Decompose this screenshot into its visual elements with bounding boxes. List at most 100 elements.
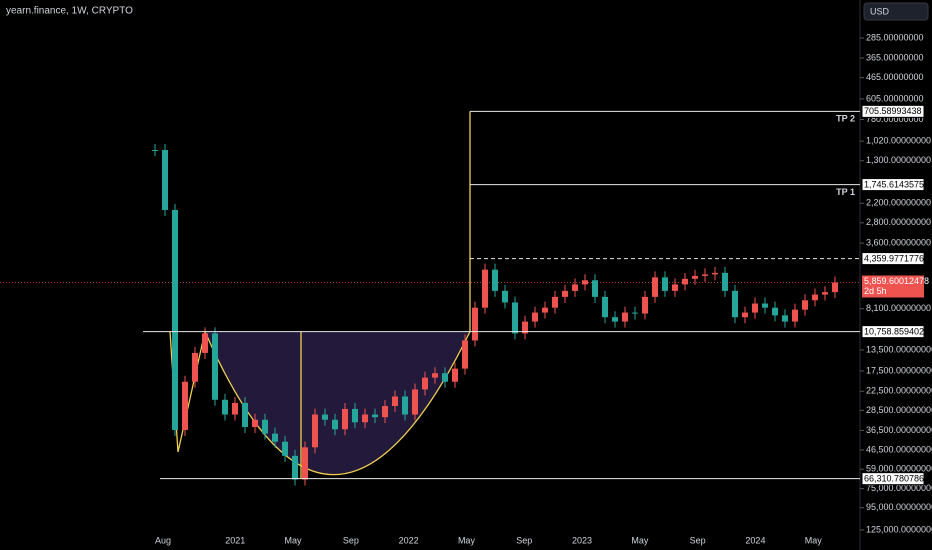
x-tick-label: May (631, 535, 649, 545)
candle-body (312, 414, 318, 448)
countdown: 2d 5h (864, 286, 887, 296)
y-tick-label: 2,800.00000000 (866, 217, 931, 227)
last-price-box (862, 275, 924, 298)
candle-body (232, 402, 238, 415)
candle-body (512, 302, 518, 334)
candle-body (322, 414, 328, 420)
candle-body (212, 333, 218, 400)
level-label-box (861, 178, 925, 192)
level-label-box (861, 325, 925, 339)
level-label: 10,758.85940299 (864, 327, 932, 337)
candle-body (452, 368, 458, 382)
y-tick-label: 125,000.00000000 (866, 524, 932, 534)
candle-body (242, 402, 248, 427)
candle-body (832, 282, 838, 293)
currency-label[interactable]: USD (870, 6, 890, 16)
y-tick-label: 8,100.00000000 (866, 303, 931, 313)
candle-body (402, 396, 408, 415)
candle-body (792, 309, 798, 322)
candle-body (822, 292, 828, 295)
level-annotation: TP 2 (836, 114, 855, 124)
candle-body (252, 419, 258, 427)
candle-body (572, 284, 578, 291)
x-tick-label: 2021 (225, 535, 245, 545)
candle-body (692, 275, 698, 279)
candle-body (592, 280, 598, 297)
x-tick-label: May (458, 535, 476, 545)
candle-body (522, 321, 528, 334)
y-tick-label: 13,500.00000000 (866, 344, 932, 354)
candle-body (632, 312, 638, 314)
candle-body (502, 290, 508, 303)
level-label-box (861, 104, 925, 118)
y-tick-label: 28,500.00000000 (866, 405, 932, 415)
level-label: 1,745.61435753 (864, 179, 929, 189)
candle-body (582, 280, 588, 285)
candle-body (812, 294, 818, 301)
y-tick-label: 22,500.00000000 (866, 386, 932, 396)
y-tick-label: 95,000.00000000 (866, 502, 932, 512)
candle-body (332, 419, 338, 430)
cup-curve (204, 331, 471, 476)
candle-body (492, 269, 498, 291)
candle-body (222, 399, 228, 415)
candle-body (482, 269, 488, 308)
candle-body (682, 278, 688, 285)
y-tick-label: 59,000.00000000 (866, 464, 932, 474)
level-annotation: TP 1 (836, 187, 855, 197)
candle-body (752, 303, 758, 313)
cup-fill (205, 331, 470, 475)
candle-body (642, 296, 648, 314)
currency-button[interactable] (863, 2, 929, 21)
candle-body (472, 307, 478, 341)
candle-body (462, 340, 468, 369)
x-tick-label: May (285, 535, 303, 545)
candle-body (772, 307, 778, 316)
candle-body (612, 317, 618, 322)
candle-body (742, 312, 748, 318)
candle-body (562, 290, 568, 297)
y-tick-label: 780.00000000 (866, 114, 924, 124)
candle-body (382, 406, 388, 418)
candle-body (532, 312, 538, 322)
candle-body (172, 209, 178, 430)
candle-body (422, 377, 428, 390)
candle-body (672, 284, 678, 291)
candle-body (392, 396, 398, 407)
candle-body (722, 272, 728, 291)
candle-body (192, 352, 198, 382)
candle-body (782, 315, 788, 322)
candle-body (352, 408, 358, 423)
level-label: 66,310.78078618 (864, 474, 932, 484)
level-label: 705.58993438 (864, 106, 922, 116)
candle-body (652, 277, 658, 297)
candle-body (802, 300, 808, 310)
level-label: 4,359.97717763 (864, 253, 929, 263)
level-label-box (861, 252, 925, 266)
x-tick-label: 2024 (745, 535, 765, 545)
candle-body (152, 149, 158, 151)
x-tick-label: Aug (155, 535, 171, 545)
candle-body (202, 333, 208, 353)
candle-body (602, 296, 608, 318)
candle-body (622, 312, 628, 322)
y-tick-label: 465.00000000 (866, 72, 924, 82)
y-tick-label: 17,500.00000000 (866, 365, 932, 375)
candle-body (712, 272, 718, 275)
y-tick-label: 285.00000000 (866, 32, 924, 42)
candle-body (282, 441, 288, 456)
y-tick-label: 2,200.00000000 (866, 198, 931, 208)
y-tick-label: 75,000.00000000 (866, 483, 932, 493)
candle-body (292, 455, 298, 480)
candle-body (552, 296, 558, 308)
last-price-label: 5,859.60012478 (864, 276, 929, 286)
y-tick-label: 1,300.00000000 (866, 155, 931, 165)
candle-body (662, 277, 668, 291)
candle-body (732, 290, 738, 318)
candle-body (272, 433, 278, 442)
candle-body (302, 447, 308, 480)
candle-body (372, 414, 378, 418)
chart-title: yearn.finance, 1W, CRYPTO (6, 6, 133, 17)
